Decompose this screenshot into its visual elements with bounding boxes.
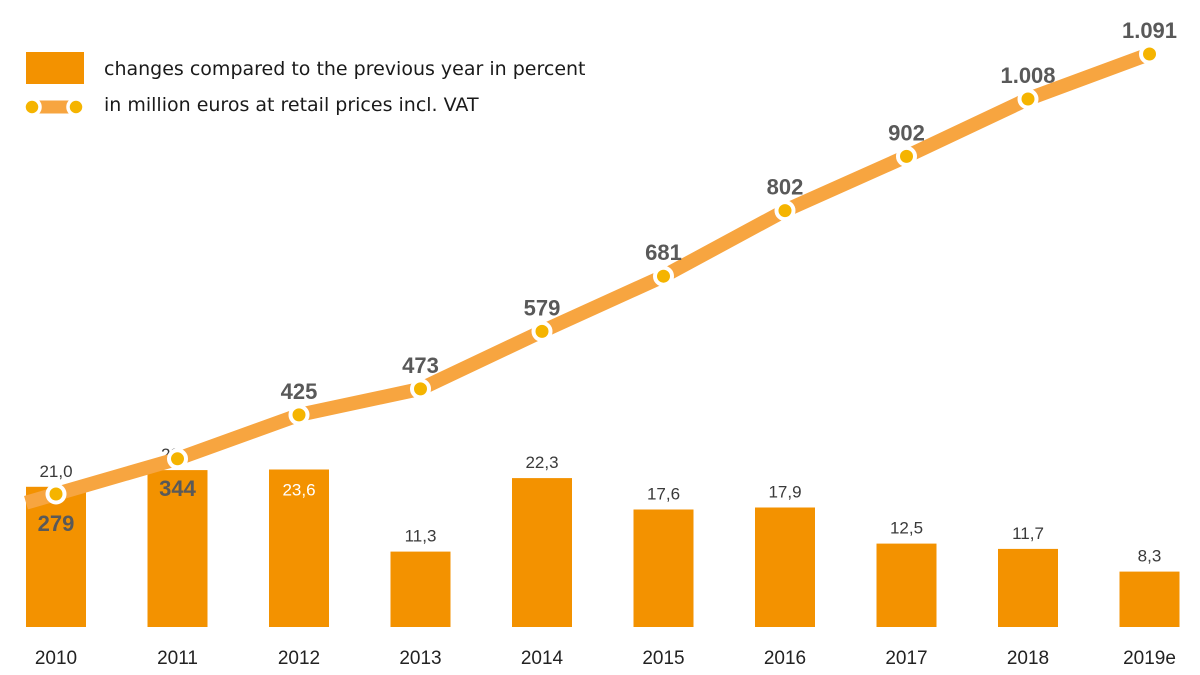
- line-labels: 279 344 425 473 579 681 802 902 1.008 1.091: [38, 18, 1177, 536]
- line-point-2010: [45, 483, 67, 505]
- legend-line-marker-left: [22, 97, 42, 117]
- line-point-2016: [774, 200, 796, 222]
- bar-2016: [755, 507, 815, 627]
- bar-2014: [512, 478, 572, 627]
- category-label: 2012: [278, 648, 320, 669]
- bar-value-label: 17,6: [647, 485, 680, 504]
- bar-2019e: [1119, 571, 1180, 627]
- line-value-label: 1.008: [1000, 63, 1055, 88]
- legend: changes compared to the previous year in…: [22, 52, 586, 117]
- line-value-label: 473: [402, 353, 439, 378]
- line-value-label: 802: [767, 175, 804, 200]
- bar-2011: [147, 470, 208, 627]
- category-label: 2015: [642, 648, 684, 669]
- category-label: 2010: [35, 648, 77, 669]
- bar-2017: [876, 543, 937, 627]
- legend-bar-label: changes compared to the previous year in…: [104, 58, 586, 80]
- category-label: 2011: [157, 648, 198, 669]
- category-label: 2013: [399, 648, 441, 669]
- line-point-2017: [896, 145, 917, 167]
- line-series: [24, 47, 1152, 510]
- legend-bar-swatch: [26, 52, 84, 84]
- line-point-2013: [410, 378, 431, 400]
- line-point-2014: [531, 320, 553, 342]
- bar-value-label: 8,3: [1138, 547, 1162, 566]
- bar-2010: [26, 486, 86, 627]
- line-layer: [24, 43, 1160, 510]
- category-label: 2018: [1007, 648, 1049, 669]
- bar-value-label: 11,3: [405, 527, 437, 546]
- bar-2018: [998, 548, 1058, 627]
- category-label: 2016: [764, 648, 806, 669]
- line-point-2018: [1017, 88, 1039, 110]
- category-label: 2014: [521, 648, 564, 669]
- line-value-label: 279: [38, 511, 75, 536]
- category-label: 2019e: [1123, 648, 1176, 669]
- bar-2015: [633, 509, 694, 627]
- line-point-2011: [167, 448, 188, 470]
- line-value-label: 579: [524, 295, 561, 320]
- bar-labels: 21,023,523,611,322,317,617,912,511,78,3: [39, 445, 1161, 565]
- line-point-2012: [288, 404, 310, 426]
- bar-value-label: 11,7: [1012, 524, 1044, 543]
- bar-value-label: 22,3: [525, 453, 558, 472]
- line-point-2015: [653, 265, 674, 287]
- bar-2012: [269, 469, 329, 627]
- category-labels: 2010 2011 2012 2013 2014 2015 2016 2017 2018 2019…: [35, 648, 1176, 669]
- line-value-label: 425: [281, 379, 318, 404]
- legend-line-marker-right: [66, 97, 86, 117]
- legend-line-label: in million euros at retail prices incl. …: [104, 94, 479, 116]
- line-value-label: 1.091: [1122, 18, 1177, 43]
- bar-value-label: 21,0: [39, 462, 72, 481]
- bar-2013: [390, 551, 451, 627]
- line-value-label: 344: [159, 476, 196, 501]
- bar-value-label: 17,9: [768, 483, 801, 502]
- bar-value-label: 23,6: [282, 481, 315, 500]
- line-point-2019e: [1139, 43, 1160, 65]
- line-value-label: 902: [888, 120, 925, 145]
- bar-value-label: 12,5: [890, 519, 923, 538]
- bars: [26, 469, 1180, 627]
- category-label: 2017: [885, 648, 927, 669]
- line-value-label: 681: [645, 240, 682, 265]
